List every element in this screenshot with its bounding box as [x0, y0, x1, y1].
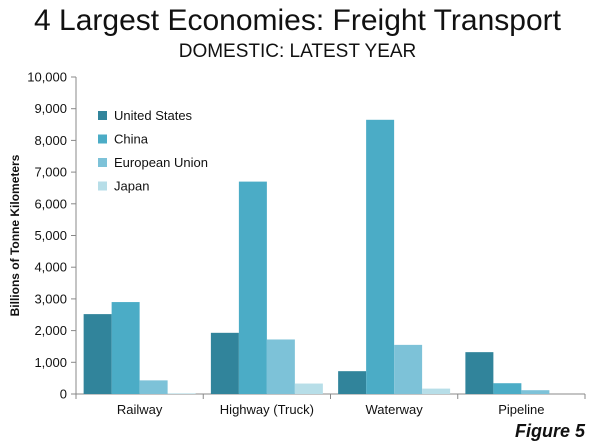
y-tick-label: 9,000 — [34, 101, 67, 116]
y-tick-label: 0 — [60, 387, 67, 402]
legend-swatch — [98, 158, 107, 167]
bar — [338, 371, 367, 394]
bar — [139, 380, 168, 394]
x-axis: Railway Highway (Truck) Waterway Pipeline — [75, 393, 586, 417]
x-category-label: Pipeline — [498, 402, 544, 417]
legend-swatch — [98, 134, 107, 144]
y-tick-label: 4,000 — [34, 260, 67, 275]
y-tick-label: 5,000 — [34, 228, 67, 243]
bar — [394, 344, 423, 394]
y-tick-label: 6,000 — [34, 196, 67, 211]
legend: United States China European Union Japan — [98, 108, 208, 194]
y-tick-label: 10,000 — [27, 70, 67, 85]
figure-label: Figure 5 — [514, 421, 585, 441]
bar — [493, 383, 522, 394]
bar — [366, 119, 395, 395]
bar — [238, 181, 267, 394]
y-tick-label: 8,000 — [34, 133, 67, 148]
bars — [83, 119, 550, 395]
x-category-label: Waterway — [365, 402, 423, 417]
legend-entry: Japan — [114, 179, 149, 194]
legend-swatch — [98, 111, 107, 120]
x-category-label: Railway — [117, 402, 163, 417]
bar — [167, 393, 196, 394]
bar — [210, 332, 239, 394]
y-axis: 0 1,000 2,000 3,000 4,000 5,000 6,000 7,000 8,00… — [27, 70, 77, 402]
bar — [83, 314, 112, 394]
legend-swatch — [98, 181, 107, 191]
chart-title: 4 Largest Economies: Freight Transport — [34, 4, 561, 37]
y-tick-label: 1,000 — [34, 355, 67, 370]
bar — [422, 388, 451, 394]
y-tick-label: 3,000 — [34, 291, 67, 306]
legend-entry: European Union — [114, 155, 208, 170]
chart-subtitle: DOMESTIC: LATEST YEAR — [178, 41, 417, 62]
x-category-label: Highway (Truck) — [220, 402, 314, 417]
bar — [294, 383, 323, 394]
legend-entry: China — [114, 132, 149, 147]
bar — [521, 390, 550, 394]
y-tick-label: 2,000 — [34, 323, 67, 338]
legend-entry: United States — [114, 108, 193, 123]
bar — [111, 302, 140, 394]
bar — [266, 339, 295, 394]
y-tick-label: 7,000 — [34, 165, 67, 180]
y-axis-label: Billions of Tonne Kilometers — [8, 154, 22, 316]
bar — [465, 352, 494, 394]
